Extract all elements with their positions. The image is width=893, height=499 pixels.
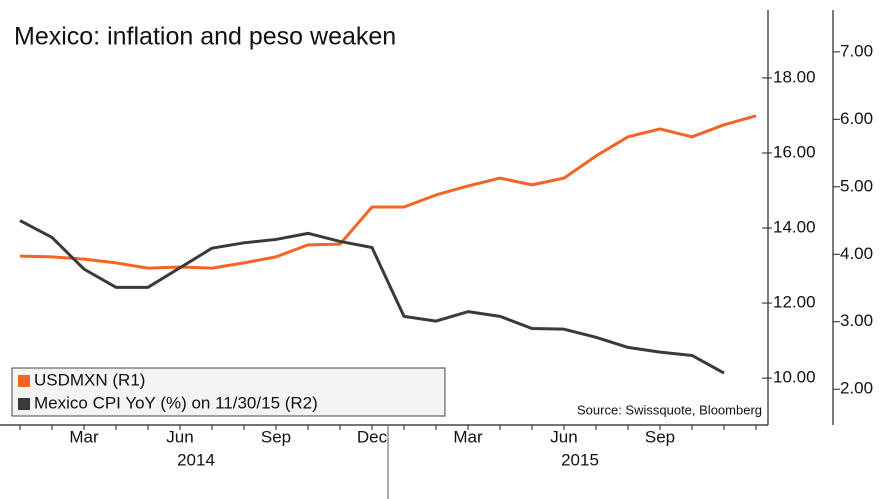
series-line — [19, 219, 725, 375]
chart-title: Mexico: inflation and peso weaken — [14, 23, 396, 51]
y-tick-label: 18.00 — [773, 67, 816, 86]
legend-swatch — [18, 375, 30, 387]
y-tick-label: 14.00 — [773, 217, 816, 236]
y2-tick-label: 4.00 — [840, 244, 873, 263]
x-tick-label: Mar — [69, 427, 99, 446]
y2-tick-label: 5.00 — [840, 176, 873, 195]
legend-label: Mexico CPI YoY (%) on 11/30/15 (R2) — [34, 393, 318, 412]
y2-tick-label: 7.00 — [840, 41, 873, 60]
x-tick-label: Sep — [645, 427, 675, 446]
y2-tick-label: 2.00 — [840, 379, 873, 398]
y2-tick-label: 6.00 — [840, 109, 873, 128]
y-tick-label: 12.00 — [773, 293, 816, 312]
legend-label: USDMXN (R1) — [34, 370, 145, 389]
x-tick-label: Jun — [166, 427, 193, 446]
legend-box — [11, 367, 446, 417]
year-label: 2014 — [177, 450, 215, 469]
x-tick-label: Mar — [453, 427, 483, 446]
x-tick-label: Jun — [550, 427, 577, 446]
year-label: 2015 — [561, 450, 599, 469]
x-tick-label: Sep — [261, 427, 291, 446]
y-tick-label: 10.00 — [773, 368, 816, 387]
series-line — [19, 114, 757, 270]
y2-tick-label: 3.00 — [840, 311, 873, 330]
source: Source: Swissquote, Bloomberg — [577, 402, 762, 417]
legend-swatch — [18, 398, 30, 410]
x-tick-label: Dec — [357, 427, 388, 446]
y-tick-label: 16.00 — [773, 142, 816, 161]
